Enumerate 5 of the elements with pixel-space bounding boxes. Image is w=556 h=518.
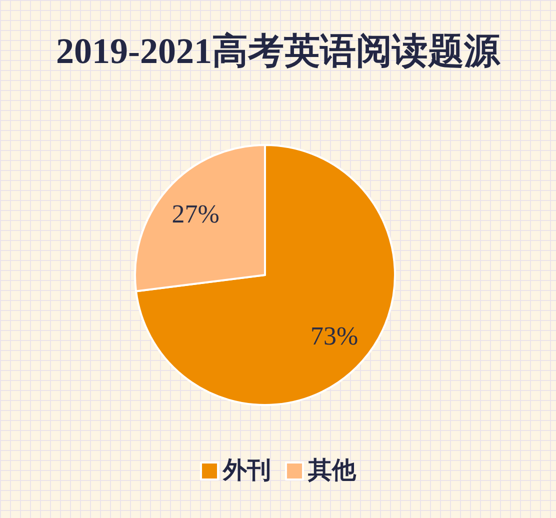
data-label: 27% [172, 199, 220, 228]
legend-label: 其他 [307, 457, 357, 484]
chart-title: 2019-2021高考英语阅读题源 [56, 31, 501, 71]
legend-label: 外刊 [222, 458, 271, 484]
data-label: 73% [310, 322, 358, 351]
